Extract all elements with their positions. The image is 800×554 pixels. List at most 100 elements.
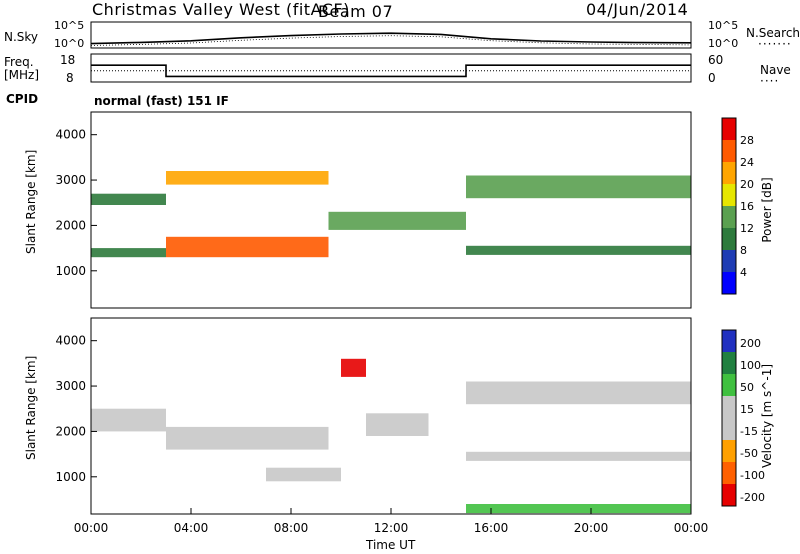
colorbar-tick-label: 100 — [740, 359, 761, 372]
noise-series — [90, 32, 692, 46]
y-tick-label: 3000 — [55, 379, 86, 393]
colorbar-tick-label: 50 — [740, 381, 754, 394]
x-tick-label: 16:00 — [474, 521, 509, 535]
y-tick-label: 4000 — [55, 128, 86, 142]
echo-band — [91, 408, 166, 432]
echo-band — [466, 245, 691, 255]
frequency-line — [91, 64, 691, 78]
colorbar-swatch — [722, 352, 736, 374]
nsearch-tick-top: 10^5 — [708, 19, 739, 32]
colorbar-swatch — [722, 206, 736, 228]
nave-tick-top: 60 — [708, 53, 724, 67]
colorbar-swatch — [722, 462, 736, 484]
colorbar-swatch — [722, 272, 736, 294]
y-tick-label: 2000 — [55, 424, 86, 438]
velocity-echoes — [91, 358, 691, 514]
nsearch-legend-dots: ······· — [758, 37, 792, 51]
colorbar-tick-label: -50 — [740, 447, 758, 460]
colorbar-swatch — [722, 440, 736, 462]
echo-band — [266, 467, 341, 482]
cpid-mode: normal (fast) 151 IF — [94, 94, 229, 108]
colorbar-tick-label: 200 — [740, 337, 761, 350]
nave-label: Nave — [760, 63, 791, 77]
freq-tick-top: 18 — [60, 53, 76, 67]
station-title: Christmas Valley West (fitACF) — [92, 0, 350, 19]
nave-legend-dots: ···· — [760, 74, 780, 88]
velocity-panel: 1000 2000 3000 4000 00:00 04:00 08:00 12:00 16:… — [55, 317, 709, 535]
colorbar-frame — [721, 117, 737, 295]
echo-band — [91, 193, 166, 205]
echo-band — [466, 175, 691, 199]
beam-label: Beam 07 — [318, 2, 394, 21]
freq-tick-bottom: 8 — [66, 71, 74, 85]
noise-panel — [90, 21, 692, 49]
x-tick-label: 00:00 — [674, 521, 709, 535]
y-tick-label: 1000 — [55, 470, 86, 484]
power-y-ticks: 1000 2000 3000 4000 — [55, 128, 97, 278]
echo-band — [328, 211, 466, 230]
power-colorbar: 4 8 12 16 20 24 28 — [721, 117, 754, 295]
x-tick-label: 08:00 — [274, 521, 309, 535]
velocity-y-ticks: 1000 2000 3000 4000 — [55, 334, 97, 484]
colorbar-tick-label: 20 — [740, 178, 754, 191]
nsearch-label: N.Search — [746, 26, 800, 40]
colorbar-tick-label: -200 — [740, 491, 765, 504]
nave-tick-bottom: 0 — [708, 71, 716, 85]
nsky-tick-bottom: 10^0 — [54, 37, 85, 50]
y-tick-label: 3000 — [55, 173, 86, 187]
colorbar-swatch — [722, 162, 736, 184]
echo-band — [166, 171, 329, 185]
cpid-label: CPID — [6, 92, 39, 106]
x-axis-title: Time UT — [366, 538, 416, 552]
frequency-panel — [90, 53, 692, 83]
y-tick-label: 4000 — [55, 334, 86, 348]
colorbar-swatch — [722, 250, 736, 272]
echo-band — [166, 426, 329, 450]
colorbar-swatch — [722, 228, 736, 250]
colorbar-swatch — [722, 330, 736, 352]
colorbar-swatch — [722, 118, 736, 140]
nsky-label: N.Sky — [4, 30, 39, 44]
nsearch-tick-bottom: 10^0 — [708, 37, 739, 50]
colorbar-tick-label: 24 — [740, 156, 754, 169]
x-tick-label: 12:00 — [374, 521, 409, 535]
echo-band — [466, 381, 691, 405]
y-tick-label: 1000 — [55, 264, 86, 278]
power-y-axis-title: Slant Range [km] — [24, 149, 38, 254]
noise-series-line — [90, 35, 692, 46]
echo-band — [466, 451, 691, 461]
echo-band — [166, 236, 329, 258]
colorbar-swatch — [722, 484, 736, 506]
colorbar-tick-label: -15 — [740, 425, 758, 438]
colorbar-frame — [721, 329, 737, 507]
colorbar-tick-label: -100 — [740, 469, 765, 482]
colorbar-swatch — [722, 396, 736, 418]
x-tick-label: 00:00 — [74, 521, 109, 535]
freq-label: Freq. — [4, 55, 34, 69]
x-tick-label: 20:00 — [574, 521, 609, 535]
colorbar-tick-label: 16 — [740, 200, 754, 213]
power-colorbar-title: Power [dB] — [760, 177, 774, 243]
colorbar-swatch — [722, 374, 736, 396]
velocity-y-axis-title: Slant Range [km] — [24, 355, 38, 460]
colorbar-swatch — [722, 140, 736, 162]
nsky-tick-top: 10^5 — [54, 19, 85, 32]
velocity-colorbar: 200 100 50 15 -15 -50 -100 -200 — [721, 329, 765, 507]
power-panel: 1000 2000 3000 4000 — [55, 111, 692, 309]
date-label: 04/Jun/2014 — [586, 0, 689, 19]
freq-unit-label: [MHz] — [4, 68, 40, 82]
echo-band — [91, 248, 166, 258]
x-tick-label: 04:00 — [174, 521, 209, 535]
colorbar-tick-label: 8 — [740, 244, 747, 257]
y-tick-label: 2000 — [55, 218, 86, 232]
noise-series-line — [90, 32, 692, 45]
power-echoes — [91, 171, 691, 258]
colorbar-swatch — [722, 184, 736, 206]
echo-band — [341, 358, 366, 377]
frequency-series — [91, 64, 691, 78]
echo-band — [366, 413, 429, 436]
velocity-x-ticks: 00:00 04:00 08:00 12:00 16:00 20:00 00:00 — [74, 508, 709, 535]
velocity-colorbar-title: Velocity [m s^-1] — [760, 363, 774, 469]
echo-band — [466, 504, 691, 514]
